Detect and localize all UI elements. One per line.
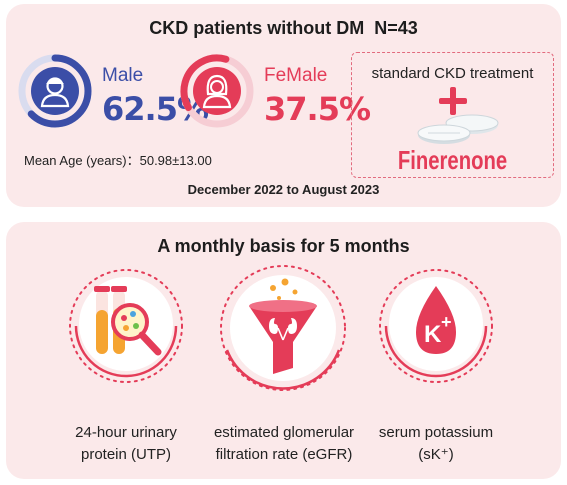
female-percent: 37.5%	[264, 90, 371, 128]
female-person-icon	[180, 54, 254, 128]
date-range: December 2022 to August 2023	[187, 182, 380, 197]
drug-name: Finerenone	[397, 145, 508, 175]
male-person-icon	[18, 54, 92, 128]
treatment-box: standard CKD treatment Finerenone	[351, 52, 554, 178]
female-label: FeMale	[264, 65, 328, 86]
mean-age: Mean Age (years)：50.98±13.00	[24, 153, 212, 168]
pills-icon	[417, 114, 499, 144]
treatment-label: standard CKD treatment	[371, 65, 534, 82]
schedule-panel: A monthly basis for 5 months	[6, 222, 561, 479]
male-label: Male	[102, 65, 144, 86]
plus-icon	[439, 87, 467, 115]
cohort-panel: CKD patients without DM N=43 Male 62.5% …	[6, 4, 561, 207]
test-tubes-magnifier-icon	[69, 269, 183, 383]
blood-drop-potassium-icon: K +	[379, 269, 493, 383]
svg-text:K: K	[424, 321, 442, 348]
cohort-title: CKD patients without DM N=43	[149, 18, 418, 38]
egfr-label: estimated glomerular filtration rate (eG…	[213, 424, 355, 463]
utp-label: 24-hour urinary protein (UTP)	[75, 424, 177, 463]
sk-label: serum potassium (sK⁺)	[378, 424, 494, 463]
kidney-funnel-icon	[220, 265, 346, 391]
schedule-title: A monthly basis for 5 months	[157, 236, 410, 256]
svg-text:+: +	[441, 312, 452, 332]
